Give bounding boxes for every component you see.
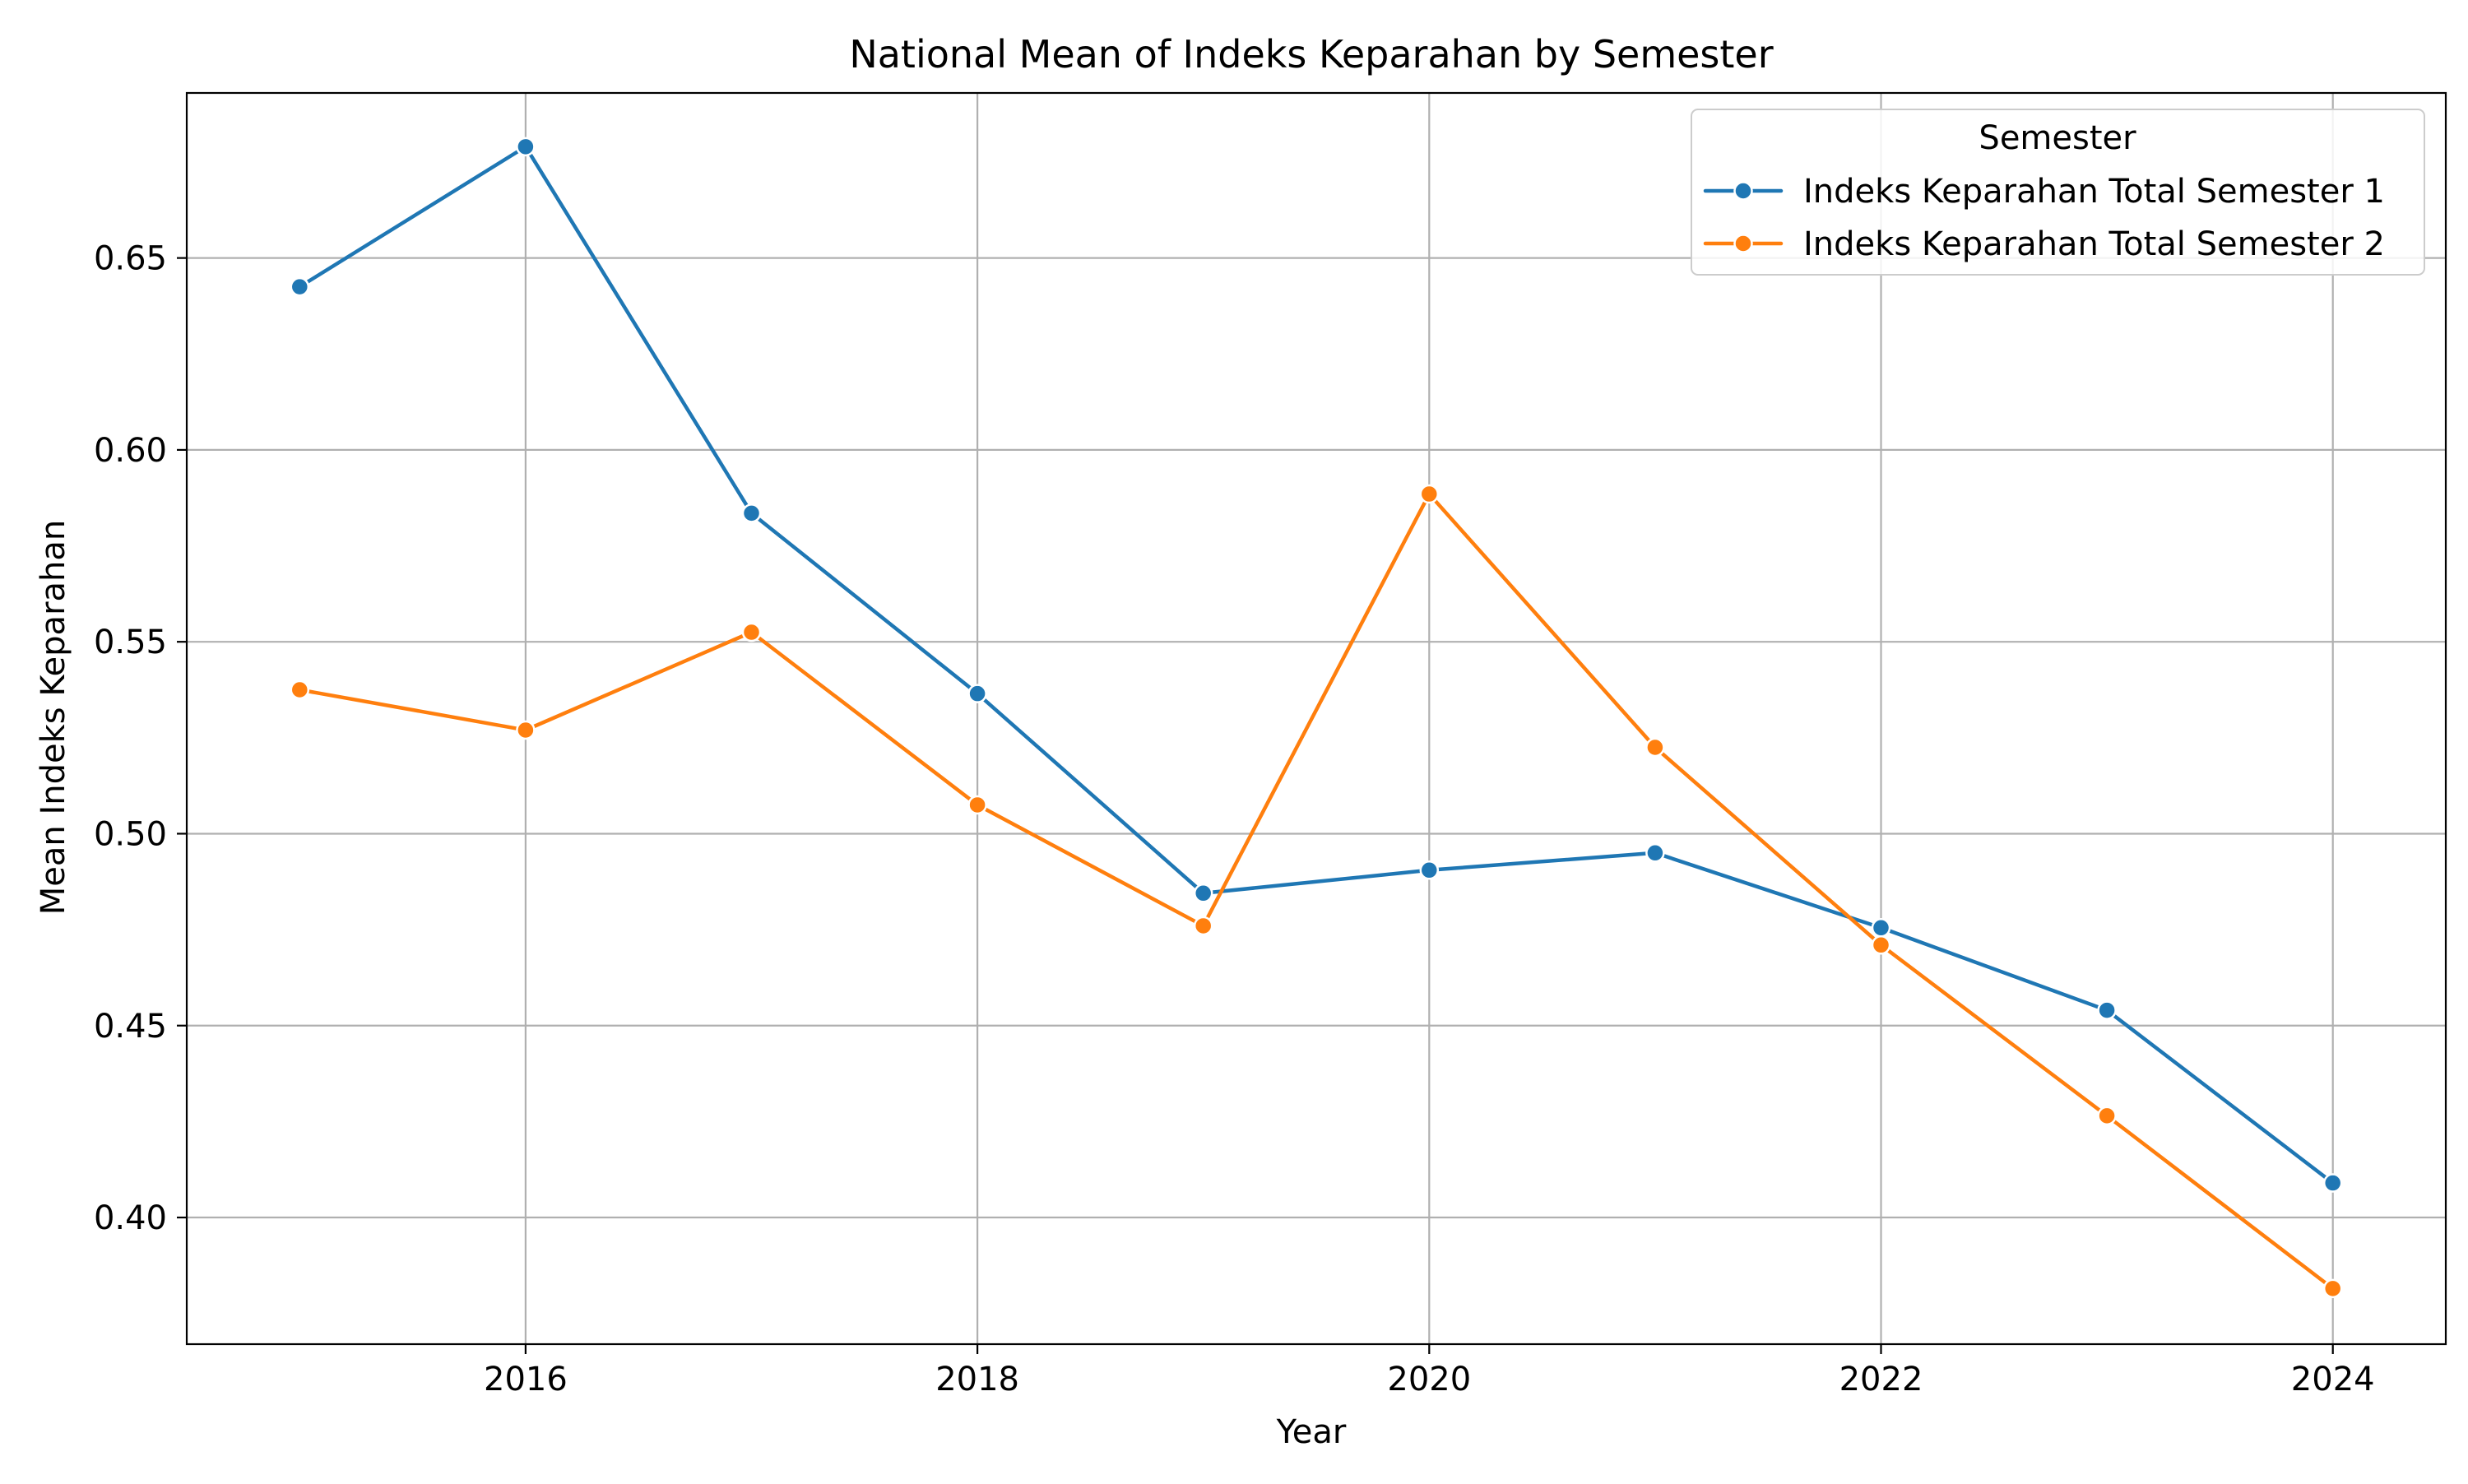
- series-layer: [290, 137, 2343, 1299]
- y-tick-label: 0.40: [94, 1199, 167, 1237]
- series-1-line: [298, 145, 2335, 1185]
- x-tick-label: 2022: [1839, 1361, 1923, 1398]
- ticks: 2016 2018 2020 2022 2024 0.40 0.45 0.50 0.55 0.60…: [94, 240, 2375, 1398]
- x-tick-label: 2024: [2291, 1361, 2375, 1398]
- x-tick-label: 2018: [935, 1361, 1019, 1398]
- series-1-point: [2322, 1173, 2343, 1193]
- y-axis-label: Mean Indeks Keparahan: [35, 520, 72, 916]
- legend-label-semester-1: Indeks Keparahan Total Semester 1: [1803, 173, 2385, 211]
- series-2-point: [1419, 484, 1440, 504]
- legend-title: Semester: [1979, 119, 2136, 157]
- series-2: [290, 484, 2343, 1299]
- series-2-point: [2322, 1278, 2343, 1299]
- series-2-point: [1193, 916, 1213, 936]
- series-1-point: [741, 503, 762, 523]
- series-2-point: [741, 622, 762, 642]
- series-1-point: [1871, 918, 1891, 938]
- x-tick-label: 2020: [1387, 1361, 1471, 1398]
- series-1-point: [516, 137, 536, 157]
- series-1-point: [1419, 860, 1440, 880]
- series-2-point: [967, 795, 987, 815]
- y-tick-label: 0.55: [94, 624, 167, 661]
- series-2-point: [1645, 737, 1665, 758]
- series-1-point: [967, 684, 987, 703]
- legend-box: [1691, 109, 2425, 276]
- y-tick-label: 0.65: [94, 240, 167, 278]
- y-tick-label: 0.45: [94, 1008, 167, 1046]
- series-2-line: [298, 492, 2335, 1291]
- series-2-point: [2097, 1106, 2117, 1126]
- legend-marker-semester-1: [1733, 181, 1753, 201]
- series-2-point: [290, 679, 310, 700]
- chart-title: National Mean of Indeks Keparahan by Sem…: [849, 32, 1773, 77]
- series-2-point: [1871, 935, 1891, 955]
- series-1-point: [290, 276, 310, 297]
- legend-marker-semester-2: [1733, 234, 1753, 253]
- series-1-point: [1645, 843, 1665, 863]
- legend: Semester Indeks Keparahan Total Semester…: [1691, 109, 2425, 276]
- x-tick-label: 2016: [484, 1361, 568, 1398]
- legend-label-semester-2: Indeks Keparahan Total Semester 2: [1803, 225, 2385, 263]
- plot-frame: [185, 91, 2447, 1346]
- series-1-point: [1193, 883, 1213, 903]
- series-2-point: [516, 720, 536, 740]
- series-1-point: [2097, 1000, 2117, 1020]
- x-axis-label: Year: [1276, 1413, 1347, 1451]
- y-tick-label: 0.60: [94, 432, 167, 470]
- y-tick-label: 0.50: [94, 815, 167, 853]
